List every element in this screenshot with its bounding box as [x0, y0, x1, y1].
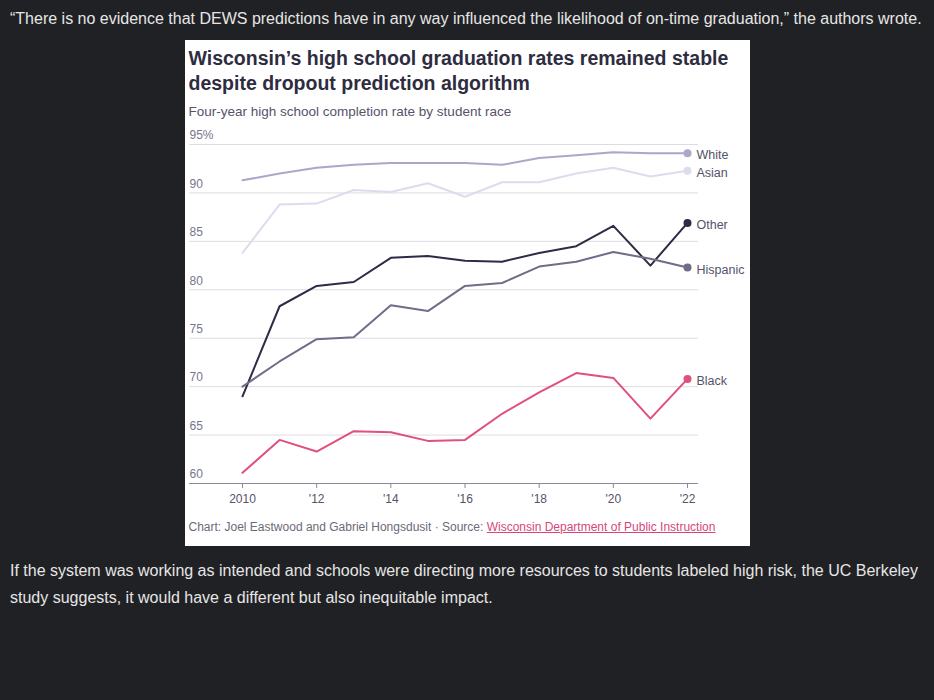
html-text:Four-year high school completi: Four-year high school completion rate by… [188, 104, 512, 119]
svg-text:2010: 2010 [229, 492, 256, 506]
svg-text:Asian: Asian [696, 166, 727, 180]
svg-text:Black: Black [696, 374, 727, 388]
svg-text:'18: '18 [531, 492, 547, 506]
svg-text:65: 65 [189, 419, 203, 433]
svg-text:85: 85 [189, 225, 203, 239]
svg-text:'20: '20 [605, 492, 621, 506]
svg-text:75: 75 [189, 322, 203, 336]
html-text:Wisconsin’s high school gradua: Wisconsin’s high school graduation rates… [188, 47, 729, 94]
svg-text:Other: Other [696, 218, 727, 232]
svg-text:80: 80 [189, 274, 203, 288]
html-text:If the system was working as i: If the system was working as intended an… [10, 562, 918, 606]
svg-text:'12: '12 [308, 492, 324, 506]
svg-text:Hispanic: Hispanic [696, 263, 744, 277]
svg-text:'22: '22 [679, 492, 695, 506]
svg-text:'16: '16 [457, 492, 473, 506]
html-text:Chart: Joel Eastwood and Gabri: Chart: Joel Eastwood and Gabriel Hongsdu… [188, 520, 716, 534]
svg-text:90: 90 [189, 177, 203, 191]
html-text:“There is no evidence that DEW: “There is no evidence that DEWS predicti… [10, 10, 922, 27]
svg-text:60: 60 [189, 467, 203, 481]
svg-text:White: White [696, 148, 728, 162]
svg-text:'14: '14 [383, 492, 399, 506]
svg-text:70: 70 [189, 370, 203, 384]
svg-text:95%: 95% [189, 128, 213, 142]
